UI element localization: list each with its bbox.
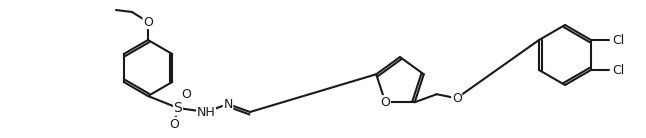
Text: O: O bbox=[143, 15, 153, 29]
Text: N: N bbox=[224, 98, 233, 111]
Text: O: O bbox=[452, 92, 462, 105]
Text: O: O bbox=[169, 117, 179, 131]
Text: S: S bbox=[174, 101, 182, 115]
Text: NH: NH bbox=[196, 105, 215, 119]
Text: Cl: Cl bbox=[612, 34, 624, 47]
Text: O: O bbox=[380, 96, 390, 109]
Text: O: O bbox=[181, 87, 191, 100]
Text: Cl: Cl bbox=[612, 63, 624, 76]
